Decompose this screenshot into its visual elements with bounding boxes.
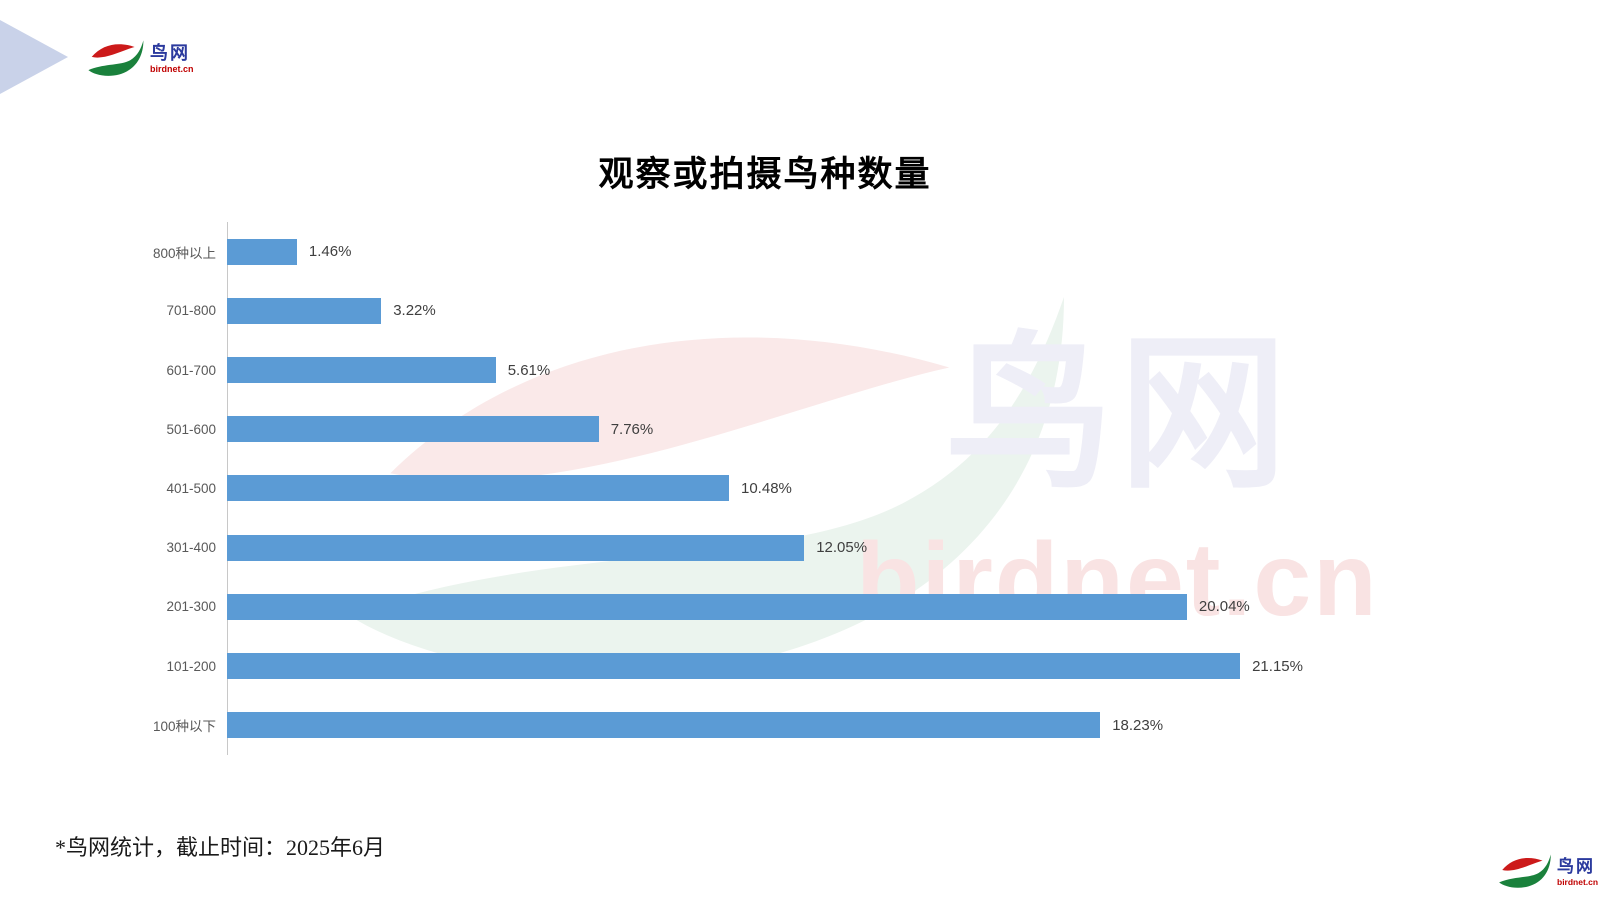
chart-row: 601-700 5.61% [50,340,1500,399]
category-label: 800种以上 [152,245,216,261]
bar-track: 21.15% [227,637,1500,696]
bar-track: 20.04% [227,577,1500,636]
chart-row: 201-300 20.04% [50,577,1500,636]
bar-track: 5.61% [227,340,1500,399]
bar-401-500[interactable] [227,475,729,502]
category-label: 501-600 [166,421,216,437]
bar-track: 3.22% [227,281,1500,340]
corner-triangle-decoration [0,20,68,94]
birdnet-logo-top-left: 鸟网 birdnet.cn [84,36,194,80]
bar-701-800[interactable] [227,297,382,324]
bar-track: 10.48% [227,459,1500,518]
bar-track: 12.05% [227,518,1500,577]
value-label: 1.46% [308,243,352,261]
chart-row: 301-400 12.05% [50,518,1500,577]
category-label: 100种以下 [152,719,216,735]
bar-track: 18.23% [227,696,1500,755]
bar-chart: 800种以上 1.46% 701-800 3.22% 601-700 5.61% 501-6… [50,222,1500,755]
bar-100种以下[interactable] [227,712,1101,739]
bar-501-600[interactable] [227,416,599,443]
footnote: *鸟网统计，截止时间：2025年6月 [55,835,386,860]
bar-601-700[interactable] [227,357,496,384]
value-label: 21.15% [1252,657,1303,675]
chart-row: 101-200 21.15% [50,637,1500,696]
chart-row: 100种以下 18.23% [50,696,1500,755]
value-label: 3.22% [393,302,436,320]
logo-domain-text: birdnet.cn [150,64,194,74]
value-label: 10.48% [741,479,792,497]
category-label: 601-700 [166,362,216,378]
value-label: 20.04% [1198,598,1250,616]
chart-row: 401-500 10.48% [50,459,1500,518]
chart-row: 501-600 7.76% [50,400,1500,459]
chart-row: 800种以上 1.46% [50,222,1500,281]
chart-rows: 800种以上 1.46% 701-800 3.22% 601-700 5.61% 501-6… [50,222,1500,755]
value-label: 7.76% [610,420,654,438]
category-label: 401-500 [166,480,216,496]
chart-title: 观察或拍摄鸟种数量 [598,155,932,194]
category-label: 701-800 [166,303,216,319]
bar-201-300[interactable] [227,593,1187,620]
birdnet-swoosh-icon [1499,854,1551,888]
bar-track: 7.76% [227,400,1500,459]
chart-row: 701-800 3.22% [50,281,1500,340]
value-label: 5.61% [507,361,551,379]
bar-301-400[interactable] [227,534,805,561]
category-label: 301-400 [166,540,216,556]
bar-800种以上[interactable] [227,238,297,265]
logo-brand-text: 鸟网 [150,43,190,63]
birdnet-swoosh-icon [88,40,144,76]
bar-track: 1.46% [227,222,1500,281]
bar-101-200[interactable] [227,653,1241,680]
logo-domain-text: birdnet.cn [1557,877,1599,887]
logo-brand-text: 鸟网 [1557,857,1595,876]
category-label: 201-300 [166,599,216,615]
category-label: 101-200 [166,658,216,674]
value-label: 18.23% [1112,716,1164,734]
birdnet-logo-bottom-right: 鸟网 birdnet.cn [1495,848,1598,894]
value-label: 12.05% [816,539,868,557]
